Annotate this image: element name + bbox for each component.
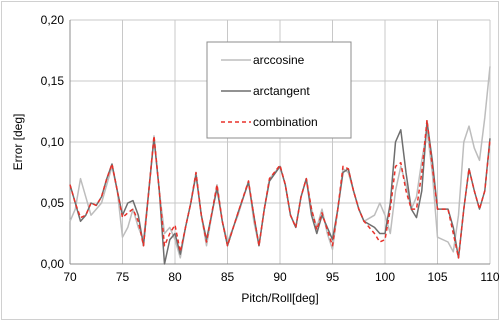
x-tick-label-5: 95	[326, 270, 340, 284]
x-tick-label-6: 100	[375, 270, 395, 284]
x-tick-label-3: 85	[221, 270, 235, 284]
y-axis-title: Error [deg]	[11, 114, 25, 171]
y-tick-label-0: 0,00	[41, 257, 65, 271]
legend-label-arctangent: arctangent	[253, 84, 310, 98]
y-tick-label-4: 0,20	[41, 13, 65, 27]
x-tick-label-1: 75	[116, 270, 130, 284]
y-tick-label-3: 0,15	[41, 74, 65, 88]
series-line-arctangent	[69, 120, 491, 265]
series-line-combination	[69, 119, 491, 259]
legend-label-arccosine: arccosine	[253, 53, 305, 67]
x-tick-label-8: 110	[480, 270, 499, 284]
x-tick-label-4: 90	[273, 270, 287, 284]
x-tick-label-7: 105	[427, 270, 447, 284]
legend-label-combination: combination	[253, 115, 318, 129]
x-tick-label-2: 80	[168, 270, 182, 284]
y-tick-label-1: 0,05	[41, 196, 65, 210]
x-tick-label-0: 70	[63, 270, 77, 284]
x-axis-title: Pitch/Roll[deg]	[241, 291, 318, 305]
y-tick-label-2: 0,10	[41, 135, 65, 149]
